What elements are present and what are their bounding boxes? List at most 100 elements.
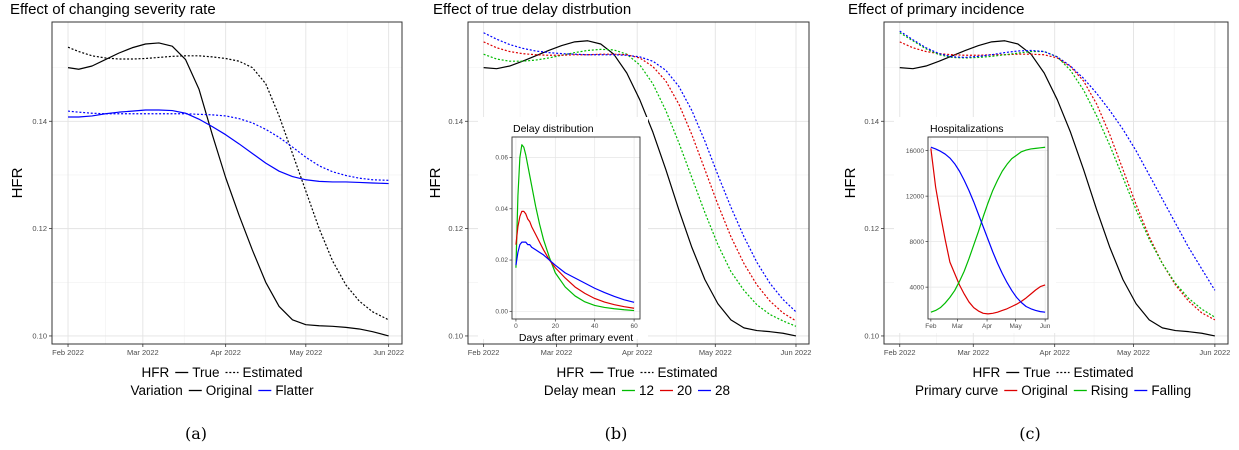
x-tick-label: Mar 2022 — [127, 348, 159, 357]
legend-label: True — [607, 365, 634, 380]
y-tick-label: 0.12 — [448, 224, 463, 233]
legend-title: HFR — [973, 365, 1001, 380]
x-tick-label: Feb 2022 — [468, 348, 500, 357]
y-tick-label: 0.10 — [32, 331, 47, 340]
inset-series-line-2 — [930, 146, 1046, 313]
y-tick-label: 0.14 — [32, 117, 47, 126]
legend-label: Estimated — [1074, 365, 1134, 380]
legend-row: HFR True Estimated — [142, 365, 303, 380]
x-tick-label: Jun 2022 — [1199, 348, 1230, 357]
legend-title: Delay mean — [544, 383, 616, 398]
y-axis-label: HFR — [427, 167, 444, 198]
inset-series-line-1 — [515, 144, 635, 312]
legend-label: Original — [1021, 383, 1068, 398]
legend-label: Falling — [1151, 383, 1191, 398]
legend-label: Original — [206, 383, 253, 398]
series-group — [483, 32, 797, 337]
legend-label: Estimated — [243, 365, 303, 380]
series-line-4 — [899, 30, 1216, 291]
series-group — [899, 30, 1216, 337]
inset-x-tick-label: Apr — [982, 323, 993, 330]
legend-title: Primary curve — [915, 383, 998, 398]
series-line-3 — [483, 41, 797, 322]
inset-y-tick-label: 0.00 — [495, 309, 508, 316]
legend-label: True — [192, 365, 219, 380]
panel-title: Effect of changing severity rate — [10, 1, 216, 18]
inset-background — [478, 117, 648, 339]
y-tick-label: 0.10 — [864, 331, 879, 340]
inset-series-line-2 — [515, 210, 635, 309]
inset-x-tick-label: Jun — [1040, 323, 1051, 330]
y-tick-label: 0.14 — [864, 117, 879, 126]
y-tick-label: 0.12 — [32, 224, 47, 233]
panel-title: Effect of true delay distrbution — [433, 1, 631, 18]
legend: HFR True Estimated Primary curve Original Ris… — [915, 365, 1191, 398]
inset-y-tick-label: 8000 — [910, 239, 925, 246]
x-tick-label: Feb 2022 — [52, 348, 84, 357]
legend: HFR True Estimated Delay mean 12 20 28 — [544, 365, 730, 398]
y-tick-label: 0.14 — [448, 117, 463, 126]
series-line-3 — [899, 32, 1216, 318]
panel-title: Effect of primary incidence — [848, 1, 1024, 18]
inset-y-tick-label: 4000 — [910, 284, 925, 291]
legend-label: True — [1023, 365, 1050, 380]
series-line-4 — [67, 110, 389, 181]
inset-series-line-3 — [930, 146, 1046, 313]
inset-x-tick-label: 40 — [591, 323, 599, 330]
series-line-3 — [68, 109, 389, 185]
inset-y-tick-label: 12000 — [906, 193, 924, 200]
y-axis-label: HFR — [9, 167, 26, 198]
x-tick-label: Jun 2022 — [781, 348, 812, 357]
inset-title: Hospitalizations — [930, 123, 1004, 135]
inset-series-line-3 — [515, 241, 635, 303]
inset-y-tick-label: 0.04 — [495, 206, 508, 213]
series-line-1 — [67, 42, 389, 337]
x-tick-label: May 2022 — [1117, 348, 1150, 357]
inset-x-tick-label: 0 — [514, 323, 518, 330]
panel-2: Effect of true delay distrbution 0.10 0.12… — [427, 1, 811, 443]
plot-border — [467, 21, 810, 345]
legend-row: HFR True Estimated — [557, 365, 718, 380]
x-tick-label: Apr 2022 — [1039, 348, 1069, 357]
series-line-2 — [483, 48, 797, 327]
series-line-1 — [483, 40, 797, 337]
inset-border — [511, 136, 641, 320]
x-tick-label: May 2022 — [289, 348, 322, 357]
legend-label: 20 — [677, 383, 692, 398]
plot-border — [883, 21, 1229, 345]
panel-caption: (c) — [1019, 424, 1040, 443]
inset-x-axis-label: Days after primary event — [519, 332, 633, 344]
legend-label: 28 — [715, 383, 730, 398]
inset-x-tick-label: Feb — [925, 323, 937, 330]
legend-label: Rising — [1091, 383, 1129, 398]
y-axis-label: HFR — [842, 167, 859, 198]
series-line-1 — [899, 40, 1215, 337]
legend-row: HFR True Estimated — [973, 365, 1134, 380]
x-tick-label: Feb 2022 — [884, 348, 916, 357]
legend-label: 12 — [639, 383, 654, 398]
inset-x-tick-label: May — [1009, 323, 1022, 330]
inset-y-tick-label: 0.02 — [495, 257, 508, 264]
inset-y-tick-label: 0.06 — [495, 155, 508, 162]
panel-1: Effect of changing severity rate 0.10 0.12… — [9, 1, 404, 443]
panel-caption: (a) — [185, 424, 207, 443]
series-line-4 — [483, 32, 797, 313]
legend-title: HFR — [142, 365, 170, 380]
x-tick-label: Jun 2022 — [373, 348, 404, 357]
inset-border — [927, 136, 1049, 320]
legend-row: Variation Original Flatter — [131, 383, 315, 398]
legend-title: Variation — [131, 383, 183, 398]
x-tick-label: Apr 2022 — [210, 348, 240, 357]
inset-background — [894, 117, 1056, 333]
legend-title: HFR — [557, 365, 585, 380]
legend-row: Delay mean 12 20 28 — [544, 383, 730, 398]
legend: HFR True Estimated Variation Original Flatter — [131, 365, 315, 398]
y-tick-label: 0.12 — [864, 224, 879, 233]
series-group — [67, 42, 389, 337]
x-tick-label: Mar 2022 — [541, 348, 573, 357]
x-tick-label: May 2022 — [699, 348, 732, 357]
inset: Delay distribution 0.00 0.02 0.04 0.06 0 20 40 6… — [478, 117, 648, 344]
legend-row: Primary curve Original Rising Falling — [915, 383, 1191, 398]
plot-border — [51, 21, 403, 345]
